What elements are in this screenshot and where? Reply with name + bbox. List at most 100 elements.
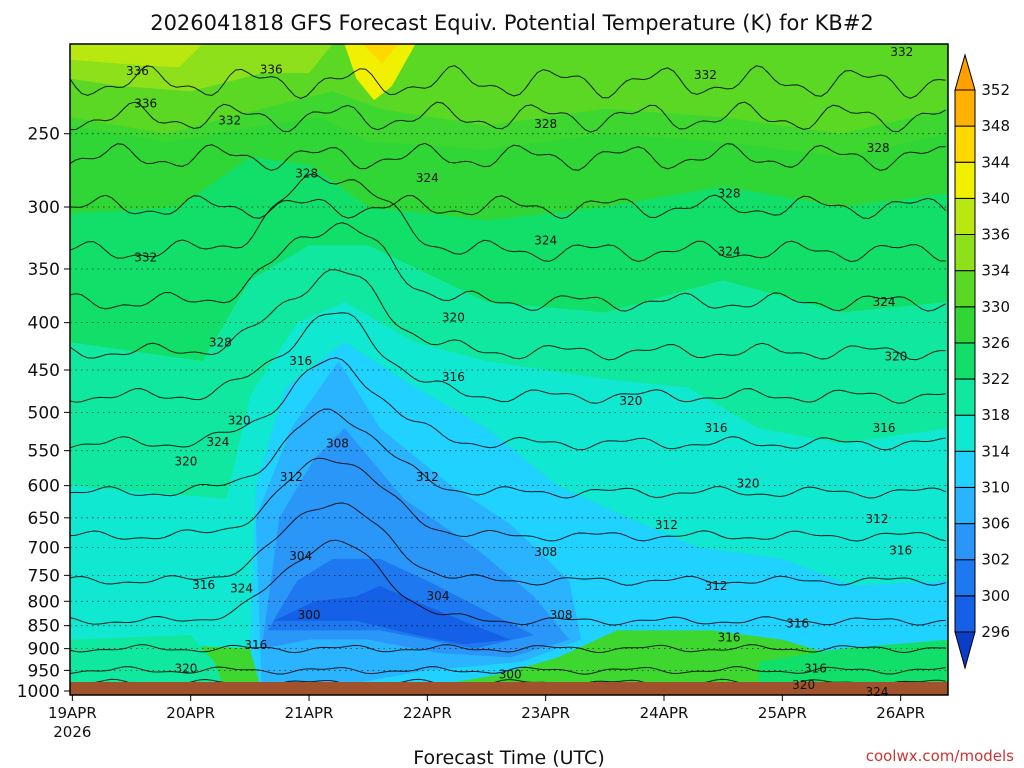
- band-314: [70, 302, 948, 649]
- contour-line: [69, 101, 946, 133]
- contour-line: [69, 408, 946, 499]
- colorbar-swatch: [954, 559, 976, 597]
- contour-label: 336: [126, 64, 149, 78]
- contour-label: 320: [175, 454, 198, 468]
- colorbar-swatch: [954, 89, 976, 127]
- contour-label: 332: [890, 45, 913, 59]
- color-bands: [70, 44, 948, 695]
- contour-label: 320: [884, 349, 907, 363]
- band-340: [344, 44, 416, 101]
- contour-line: [69, 539, 946, 626]
- band-338: [70, 44, 203, 68]
- contour-label: 316: [289, 354, 312, 368]
- y-tick-label: 400: [28, 314, 60, 334]
- y-tick-label: 650: [28, 509, 60, 529]
- colorbar-label: 318: [981, 406, 1010, 424]
- colorbar-label: 326: [981, 334, 1010, 352]
- contour-label: 316: [192, 578, 215, 592]
- colorbar-swatch: [954, 595, 976, 633]
- colorbar-swatch: [954, 378, 976, 416]
- colorbar-swatch: [954, 161, 976, 199]
- contour-line: [69, 173, 946, 263]
- y-tick-label: 500: [28, 403, 60, 423]
- contour-label: 316: [804, 661, 827, 675]
- contour-label: 320: [619, 394, 642, 408]
- contour-label: 316: [705, 421, 728, 435]
- colorbar: 296 300 302 306 310 314 318 322 326 330 334 336 340 3…: [954, 53, 1010, 670]
- contour-label: 332: [694, 68, 717, 82]
- colorbar-swatch: [954, 270, 976, 308]
- colorbar-label: 300: [981, 587, 1010, 605]
- credit-text[interactable]: coolwx.com/models: [866, 747, 1014, 765]
- contour-label: 316: [244, 638, 267, 652]
- contour-line: [69, 222, 946, 312]
- contour-label: 324: [873, 295, 896, 309]
- colorbar-swatch: [954, 414, 976, 452]
- x-tick-sublabel: 2026: [53, 723, 91, 741]
- contour-label: 324: [718, 244, 741, 258]
- y-tick-label: 950: [28, 661, 60, 681]
- y-tick-label: 600: [28, 477, 60, 497]
- y-tick-label: 1000: [17, 682, 60, 702]
- colorbar-label: 344: [981, 153, 1010, 171]
- colorbar-max-arrow: [954, 53, 976, 91]
- y-tick-label: 450: [28, 361, 60, 381]
- contour-label: 332: [134, 250, 157, 264]
- contour-label: 312: [280, 470, 303, 484]
- colorbar-swatch: [954, 523, 976, 561]
- contour-line: [69, 142, 946, 172]
- contour-label: 312: [655, 518, 678, 532]
- colorbar-label: 340: [981, 189, 1010, 207]
- colorbar-label: 296: [981, 623, 1010, 641]
- y-axis: 250 300 350 400 450 500 550 600 650 700 750 800 850 9…: [17, 125, 70, 702]
- x-tick-label: 22APR: [403, 704, 452, 722]
- colorbar-label: 336: [981, 226, 1010, 244]
- contour-label: 300: [298, 608, 321, 622]
- contour-line: [69, 194, 946, 220]
- contour-label: 308: [550, 608, 573, 622]
- contour-label: 328: [867, 141, 890, 155]
- colorbar-swatch: [954, 197, 976, 235]
- contour-lines: [69, 65, 946, 688]
- x-tick-label: 20APR: [166, 704, 215, 722]
- x-tick-label: 24APR: [640, 704, 689, 722]
- colorbar-swatch: [954, 487, 976, 525]
- colorbar-label: 310: [981, 478, 1010, 496]
- contour-labels: 336 332 332 336 336 332 328 328 328 324 328 324 332 3…: [126, 45, 913, 699]
- y-tick-label: 700: [28, 539, 60, 559]
- contour-label: 324: [866, 685, 889, 699]
- x-tick-label: 26APR: [876, 704, 925, 722]
- band-296: [273, 585, 511, 645]
- contour-label: 320: [175, 661, 198, 675]
- x-tick-label: 25APR: [758, 704, 807, 722]
- contour-label: 324: [534, 233, 557, 247]
- contour-label: 328: [534, 117, 557, 131]
- contour-label: 308: [326, 436, 349, 450]
- band-322: [70, 157, 948, 361]
- x-tick-label: 23APR: [521, 704, 570, 722]
- contour-label: 328: [209, 335, 232, 349]
- contour-label: 304: [427, 589, 450, 603]
- contour-label: 316: [873, 421, 896, 435]
- colorbar-label: 302: [981, 551, 1010, 569]
- y-tick-label: 900: [28, 640, 60, 660]
- contour-label: 300: [499, 668, 522, 682]
- y-tick-label: 850: [28, 617, 60, 637]
- colorbar-swatch: [954, 234, 976, 272]
- y-tick-label: 550: [28, 442, 60, 462]
- contour-line: [69, 644, 946, 654]
- contour-label: 324: [206, 435, 229, 449]
- colorbar-label: 348: [981, 117, 1010, 135]
- contour-label: 336: [134, 97, 157, 111]
- contour-line: [69, 666, 946, 675]
- colorbar-swatch: [954, 306, 976, 344]
- contour-label: 308: [534, 545, 557, 559]
- colorbar-label: 322: [981, 370, 1010, 388]
- y-tick-label: 250: [28, 125, 60, 145]
- band-318: [70, 245, 948, 499]
- x-tick-label: 21APR: [285, 704, 334, 722]
- grid-lines: [70, 133, 948, 671]
- x-tick-label: 19APR: [48, 704, 97, 722]
